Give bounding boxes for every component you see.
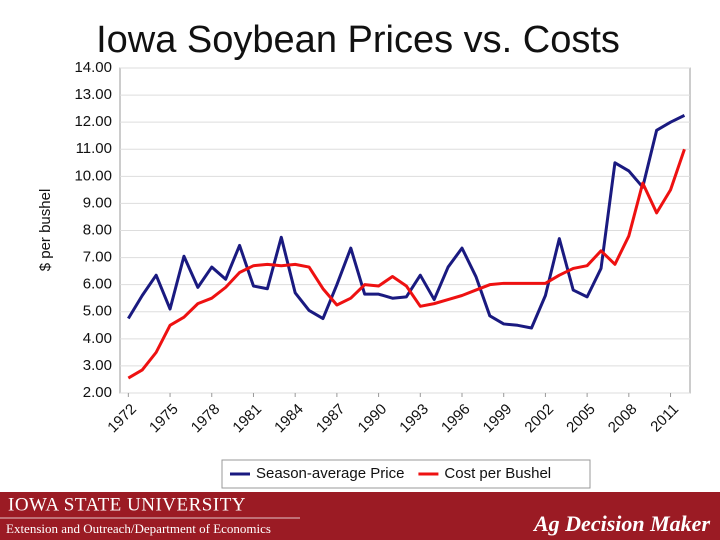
series-line <box>127 148 686 380</box>
y-tick-label: 8.00 <box>83 221 112 238</box>
university-name: Iowa State University <box>8 494 246 515</box>
legend <box>221 459 591 489</box>
y-tick-label: 7.00 <box>83 249 112 266</box>
y-tick-label: 14.00 <box>74 59 112 76</box>
legend-label: Season-average Price <box>256 465 404 482</box>
series-line <box>127 114 686 330</box>
brand: Ag Decision Maker <box>532 511 710 536</box>
y-tick-label: 2.00 <box>83 384 112 401</box>
y-tick-label: 6.00 <box>83 276 112 293</box>
y-tick-label: 13.00 <box>74 86 112 103</box>
y-tick-label: 4.00 <box>83 330 112 347</box>
y-axis-label: $ per bushel <box>37 189 54 272</box>
y-tick-label: 9.00 <box>83 194 112 211</box>
department: Extension and Outreach/Department of Eco… <box>6 521 271 536</box>
y-tick-label: 3.00 <box>83 357 112 374</box>
footer-band <box>0 492 720 540</box>
y-tick-label: 12.00 <box>74 113 112 130</box>
y-tick-label: 5.00 <box>83 303 112 320</box>
legend-label: Cost per Bushel <box>444 465 551 482</box>
y-tick-label: 11.00 <box>76 140 112 157</box>
chart-title: Iowa Soybean Prices vs. Costs <box>96 19 620 61</box>
y-tick-label: 10.00 <box>74 167 112 184</box>
